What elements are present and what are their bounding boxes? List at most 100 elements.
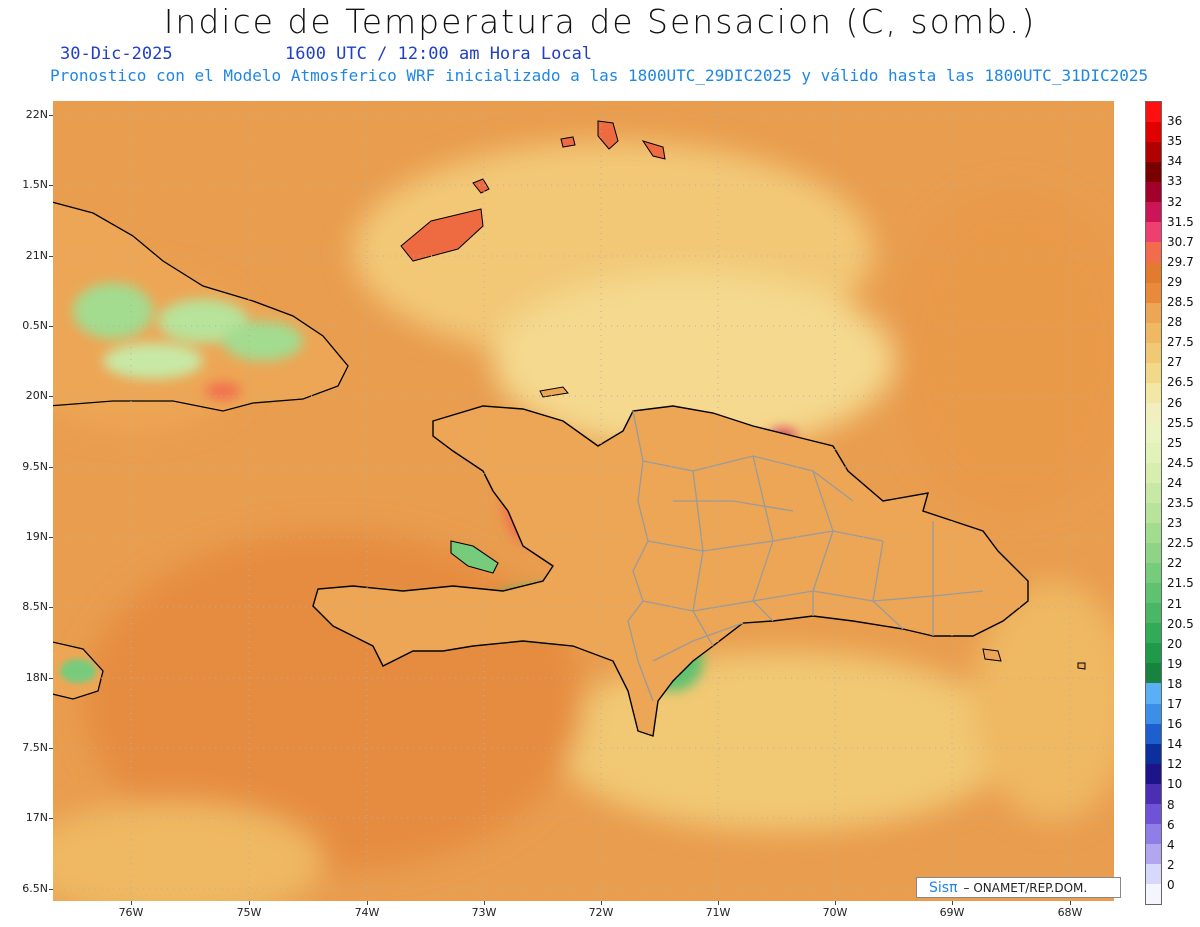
colorbar-segment	[1146, 543, 1161, 564]
map-plot-area	[53, 101, 1114, 901]
colorbar-tick-label: 23	[1167, 516, 1183, 531]
lon-label: 68W	[1057, 906, 1083, 919]
colorbar-tick-label: 4	[1167, 837, 1175, 852]
forecast-date: 30-Dic-2025	[60, 44, 173, 64]
colorbar-tick-label: 23.5	[1167, 496, 1194, 510]
colorbar-segment	[1146, 442, 1161, 463]
colorbar-tick-label: 26.5	[1167, 375, 1194, 390]
lon-label: 76W	[118, 906, 144, 919]
colorbar-segment	[1146, 122, 1161, 143]
colorbar	[1145, 101, 1162, 905]
colorbar-segment	[1146, 743, 1161, 764]
map-svg	[53, 101, 1114, 901]
colorbar-segment	[1146, 563, 1161, 584]
colorbar-tick-label: 12	[1167, 757, 1183, 772]
colorbar-segment	[1146, 302, 1161, 323]
colorbar-tick-label: 20.5	[1167, 616, 1194, 631]
lon-label: 74W	[354, 906, 380, 919]
lon-tick	[835, 901, 836, 905]
colorbar-tick-label: 34	[1167, 154, 1183, 169]
sispi-logo: Sisπ	[929, 879, 958, 896]
colorbar-tick-label: 36	[1167, 114, 1183, 129]
colorbar-segment	[1146, 422, 1161, 443]
cuba-landmass	[53, 201, 349, 412]
colorbar-tick-label: 35	[1167, 134, 1183, 149]
lat-label: 8.5N	[22, 600, 48, 613]
colorbar-segment	[1146, 863, 1161, 884]
colorbar-tick-label: 6	[1167, 817, 1175, 832]
colorbar-tick-label: 24.5	[1167, 455, 1194, 470]
colorbar-tick-label: 29	[1167, 274, 1183, 289]
colorbar-tick-label: 32	[1167, 194, 1183, 209]
colorbar-tick-label: 33	[1167, 174, 1183, 189]
colorbar-tick-label: 30.7	[1167, 234, 1194, 249]
forecast-time: 1600 UTC / 12:00 am Hora Local	[285, 44, 593, 64]
colorbar-tick-label: 21.5	[1167, 576, 1194, 591]
colorbar-tick-label: 22	[1167, 556, 1183, 571]
lat-label: 22N	[25, 108, 48, 121]
colorbar-segment	[1146, 663, 1161, 684]
lat-label: 18N	[25, 671, 48, 684]
lon-tick	[249, 901, 250, 905]
colorbar-tick-label: 27.5	[1167, 335, 1194, 350]
lat-tick	[49, 326, 53, 327]
lon-tick	[718, 901, 719, 905]
colorbar-tick-label: 10	[1167, 777, 1183, 792]
lon-label: 73W	[471, 906, 497, 919]
colorbar-segment	[1146, 262, 1161, 283]
colorbar-segment	[1146, 503, 1161, 524]
lat-label: 17N	[25, 811, 48, 824]
colorbar-segment	[1146, 242, 1161, 263]
colorbar-tick-label: 21	[1167, 596, 1183, 611]
colorbar-tick-label: 28	[1167, 315, 1183, 330]
colorbar-segment	[1146, 182, 1161, 203]
colorbar-tick-label: 25.5	[1167, 415, 1194, 430]
colorbar-segment	[1146, 763, 1161, 784]
colorbar-segment	[1146, 603, 1161, 624]
colorbar-tick-label: 20	[1167, 636, 1183, 651]
colorbar-tick-label: 17	[1167, 697, 1183, 711]
colorbar-segment	[1146, 703, 1161, 724]
lat-tick	[49, 607, 53, 608]
graticule	[53, 101, 1114, 901]
lat-tick	[49, 467, 53, 468]
bahamas-islands	[400, 120, 666, 262]
colorbar-segment	[1146, 683, 1161, 704]
colorbar-tick-label: 24	[1167, 475, 1183, 490]
colorbar-tick-label: 8	[1167, 797, 1175, 812]
colorbar-tick-label: 28.5	[1167, 295, 1194, 309]
colorbar-segment	[1146, 643, 1161, 664]
lat-tick	[49, 256, 53, 257]
lat-tick	[49, 818, 53, 819]
credit-box: Sisπ – ONAMET/REP.DOM.	[916, 877, 1121, 898]
colorbar-segment	[1146, 202, 1161, 223]
colorbar-segment	[1146, 142, 1161, 163]
colorbar-segment	[1146, 483, 1161, 504]
colorbar-segment	[1146, 102, 1161, 123]
colorbar-segment	[1146, 322, 1161, 343]
lon-tick	[1070, 901, 1071, 905]
lat-tick	[49, 185, 53, 186]
lat-tick	[49, 678, 53, 679]
lon-tick	[601, 901, 602, 905]
colorbar-segment	[1146, 583, 1161, 604]
colorbar-tick-label: 22.5	[1167, 536, 1194, 551]
colorbar-segment	[1146, 843, 1161, 864]
lon-label: 75W	[236, 906, 262, 919]
colorbar-tick-label: 25	[1167, 435, 1183, 450]
lat-tick	[49, 115, 53, 116]
colorbar-segment	[1146, 462, 1161, 484]
lat-label: 19N	[25, 530, 48, 543]
lon-tick	[367, 901, 368, 905]
colorbar-tick-label: 2	[1167, 857, 1175, 872]
lon-label: 70W	[822, 906, 848, 919]
hispaniola-landmass	[312, 386, 1086, 737]
colorbar-tick-label: 31.5	[1167, 214, 1194, 229]
colorbar-segment	[1146, 282, 1161, 303]
province-boundaries	[627, 410, 984, 702]
colorbar-segment	[1146, 222, 1161, 243]
lon-tick	[484, 901, 485, 905]
colorbar-tick-label: 27	[1167, 355, 1183, 370]
credit-text: – ONAMET/REP.DOM.	[963, 880, 1088, 895]
colorbar-segment	[1146, 382, 1161, 403]
